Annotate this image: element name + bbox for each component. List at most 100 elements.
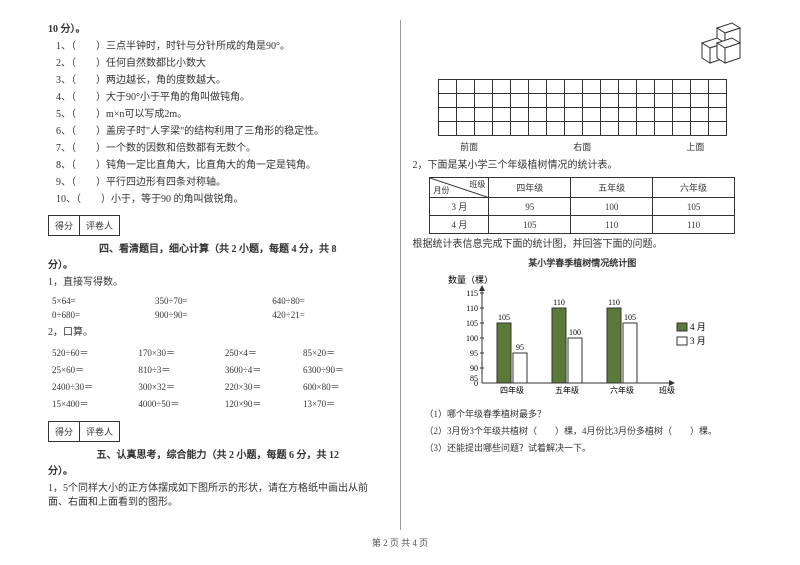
svg-text:105: 105	[466, 319, 478, 328]
calc-sub2: 2，口算。	[48, 326, 388, 340]
view-labels: 前面 右面 上面	[413, 140, 753, 153]
chart-title: 某小学春季植树情况统计图	[413, 256, 753, 269]
calc-table-2: 520÷60＝170×30＝250×4＝85×20＝ 25×60＝810÷3＝3…	[48, 343, 388, 413]
grader-label: 评卷人	[80, 421, 120, 442]
tf-text: ）一个数的因数和倍数都有无数个。	[96, 143, 256, 154]
svg-text:110: 110	[553, 298, 565, 307]
score-label: 得分	[48, 421, 80, 442]
tf-item: 8、（ ）钝角一定比直角大，比直角大的角一定是钝角。	[48, 159, 388, 173]
tf-text: ）三点半钟时，时针与分针所成的角是90°。	[96, 41, 290, 52]
svg-text:90: 90	[470, 364, 478, 373]
tf-item: 5、（ ）m×n可以写成2m。	[48, 108, 388, 122]
svg-text:4 月: 4 月	[690, 322, 706, 332]
row-header: 4 月	[430, 216, 489, 234]
view-top: 上面	[686, 140, 704, 153]
true-false-list: 1、（ ）三点半钟时，时针与分针所成的角是90°。 2、（ ）任何自然数都比小数…	[48, 40, 388, 207]
tf-item: 2、（ ）任何自然数都比小数大	[48, 57, 388, 71]
table-row: 5×64=350÷70=640÷80=	[50, 295, 386, 307]
table-row: 4 月 105 110 110	[430, 216, 735, 234]
svg-text:0: 0	[474, 379, 478, 388]
sub-question: （1）哪个年级春季植树最多？	[425, 407, 753, 420]
bar-apr-g5	[552, 308, 566, 383]
tf-item: 3、（ ）两边越长，角的度数越大。	[48, 74, 388, 88]
tf-text: ）盖房子时"人字梁"的结构利用了三角形的稳定性。	[96, 126, 324, 137]
tf-text: ）钝角一定比直角大，比直角大的角一定是钝角。	[96, 160, 316, 171]
grader-label: 评卷人	[80, 215, 120, 236]
col-header: 五年级	[571, 178, 653, 198]
tf-text: ）平行四边形有四条对称轴。	[96, 177, 226, 188]
right-column: 前面 右面 上面 2，下面是某小学三个年级植树情况的统计表。 班级 月份 四年级…	[405, 20, 761, 530]
y-ticks: 115 110 105 100 95 90 85 0	[466, 289, 484, 388]
tf-item: 1、（ ）三点半钟时，时针与分针所成的角是90°。	[48, 40, 388, 54]
svg-text:四年级: 四年级	[500, 385, 524, 395]
svg-text:五年级: 五年级	[555, 385, 579, 395]
score-label: 得分	[48, 215, 80, 236]
svg-text:100: 100	[569, 328, 581, 337]
bar-apr-g4	[497, 323, 511, 383]
bar-mar-g5	[568, 338, 582, 383]
bar-apr-g6	[607, 308, 621, 383]
svg-text:110: 110	[467, 304, 479, 313]
tf-text: ）两边越长，角的度数越大。	[96, 75, 226, 86]
svg-text:3 月: 3 月	[690, 336, 706, 346]
diag-header: 班级 月份	[430, 178, 489, 198]
x-labels: 四年级 五年级 六年级 班级	[500, 385, 675, 395]
section-header: 10 分）。	[48, 23, 388, 37]
y-axis-label: 数量（棵）	[448, 274, 493, 285]
calc-sub1: 1，直接写得数。	[48, 276, 388, 290]
sub-question: （3）还能提出哪些问题？试着解决一下。	[425, 441, 753, 454]
section-suffix: 分）。	[48, 465, 388, 479]
chart-instruction: 根据统计表信息完成下面的统计图，并回答下面的问题。	[413, 238, 753, 252]
tf-item: 10、（ ）小于，等于90 的角叫做锐角。	[48, 193, 388, 207]
calc-table-1: 5×64=350÷70=640÷80= 0÷680=900÷90=420÷21=	[48, 293, 388, 323]
cubes-icon	[682, 20, 752, 75]
column-divider	[400, 20, 401, 530]
tf-item: 6、（ ）盖房子时"人字梁"的结构利用了三角形的稳定性。	[48, 125, 388, 139]
sub-question: （2）3月份3个年级共植树（ ）棵，4月份比3月份多植树（ ）棵。	[425, 424, 753, 437]
svg-text:班级: 班级	[659, 385, 675, 395]
table-row: 班级 月份 四年级 五年级 六年级	[430, 178, 735, 198]
svg-text:105: 105	[624, 313, 636, 322]
diag-top: 班级	[469, 179, 485, 190]
bar-mar-g6	[623, 323, 637, 383]
q2-intro: 2，下面是某小学三个年级植树情况的统计表。	[413, 159, 753, 173]
score-box: 得分 评卷人	[48, 421, 388, 442]
table-row: 2400÷30＝300×32＝220×30＝600×80＝	[50, 379, 386, 394]
stats-table: 班级 月份 四年级 五年级 六年级 3 月 95 100 105 4 月 105…	[429, 177, 735, 234]
table-row: 15×400＝4000÷50＝120×90＝13×70＝	[50, 396, 386, 411]
col-header: 六年级	[653, 178, 735, 198]
row-header: 3 月	[430, 198, 489, 216]
section-suffix: 分）。	[48, 259, 388, 273]
svg-text:95: 95	[516, 343, 524, 352]
table-row: 0÷680=900÷90=420÷21=	[50, 309, 386, 321]
col-header: 四年级	[489, 178, 571, 198]
tf-text: ）m×n可以写成2m。	[96, 109, 187, 120]
tf-text: ）大于90°小于平角的角叫做钝角。	[96, 92, 250, 103]
section-4-title: 四、看清题目，细心计算（共 2 小题，每题 4 分，共 8	[48, 240, 388, 255]
page-footer: 第 2 页 共 4 页	[0, 530, 800, 549]
bar-chart: 数量（棵） 115 110 105 100 95 90 85 0 105 95	[442, 273, 722, 403]
tf-item: 9、（ ）平行四边形有四条对称轴。	[48, 176, 388, 190]
tf-text: ）任何自然数都比小数大	[96, 58, 206, 69]
chart-legend: 4 月 3 月	[677, 322, 706, 346]
svg-text:110: 110	[608, 298, 620, 307]
table-row: 25×60＝810÷3＝3600÷4＝6300÷90＝	[50, 362, 386, 377]
diag-bottom: 月份	[433, 185, 449, 196]
left-column: 10 分）。 1、（ ）三点半钟时，时针与分针所成的角是90°。 2、（ ）任何…	[40, 20, 396, 530]
svg-text:105: 105	[498, 313, 510, 322]
answer-grid	[438, 79, 727, 136]
section-5-title: 五、认真思考，综合能力（共 2 小题，每题 6 分，共 12	[48, 446, 388, 461]
view-right: 右面	[573, 140, 591, 153]
table-row: 520÷60＝170×30＝250×4＝85×20＝	[50, 345, 386, 360]
view-front: 前面	[460, 140, 478, 153]
bar-mar-g4	[513, 353, 527, 383]
tf-item: 7、（ ）一个数的因数和倍数都有无数个。	[48, 142, 388, 156]
svg-text:115: 115	[467, 289, 479, 298]
q5-1: 1，5个同样大小的正方体摆成如下图所示的形状，请在方格纸中画出从前面、右面和上面…	[48, 482, 388, 510]
svg-text:95: 95	[470, 349, 478, 358]
tf-item: 4、（ ）大于90°小于平角的角叫做钝角。	[48, 91, 388, 105]
svg-text:100: 100	[466, 334, 478, 343]
svg-text:六年级: 六年级	[610, 385, 634, 395]
tf-text: ）小于，等于90 的角叫做锐角。	[101, 194, 244, 205]
score-box: 得分 评卷人	[48, 215, 388, 236]
